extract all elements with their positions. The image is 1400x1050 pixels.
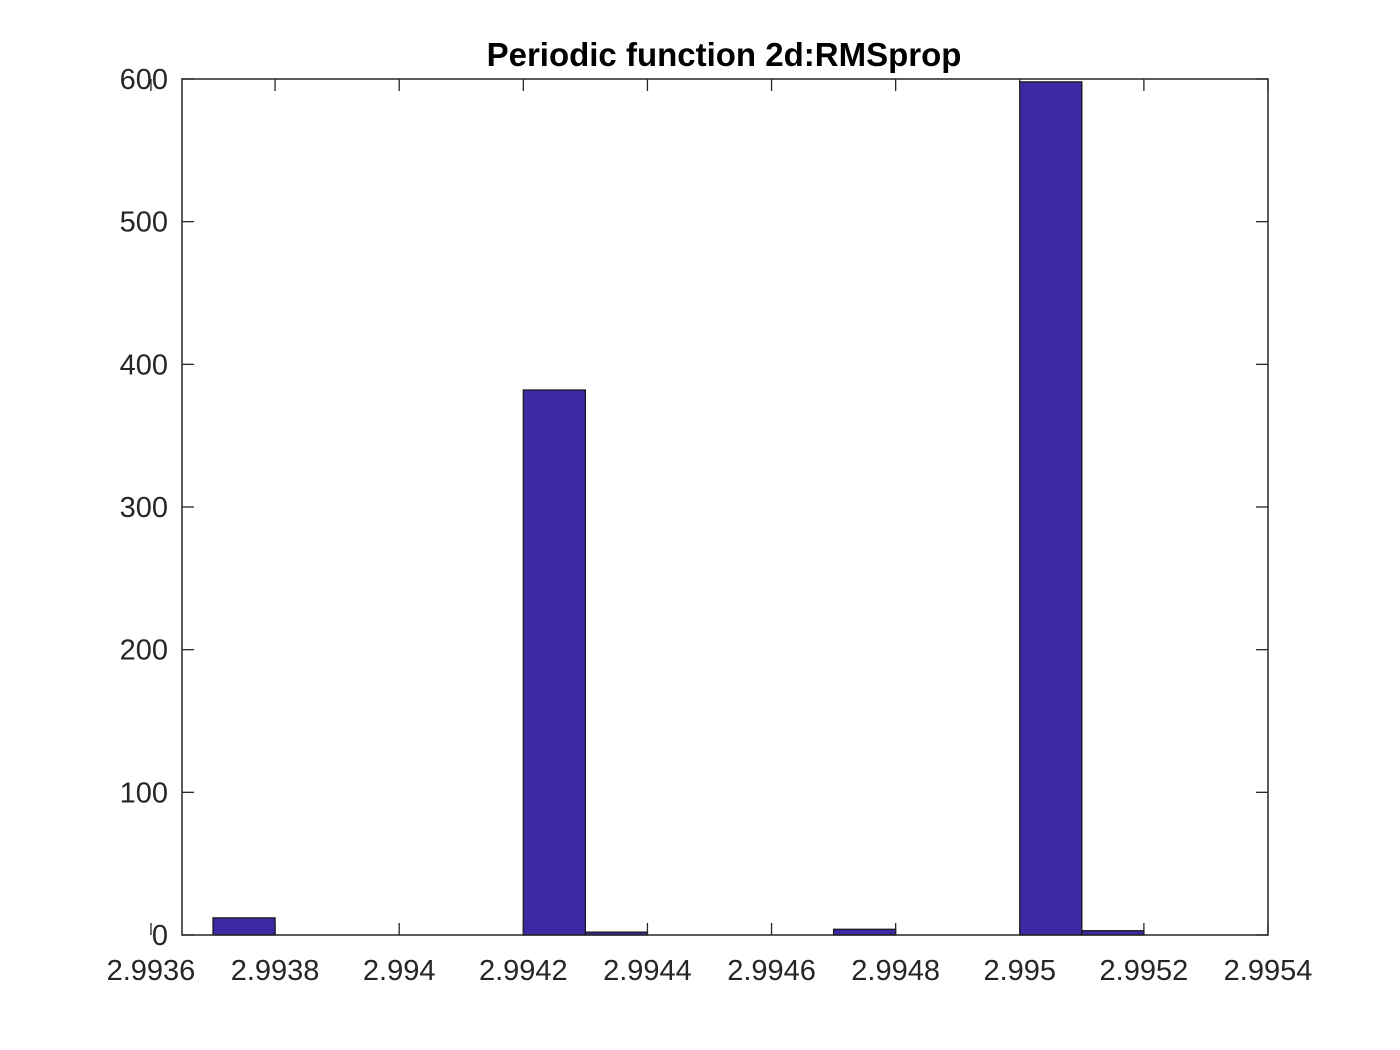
x-axis: 2.9936 2.9938 2.994 2.9942 2.9944 2.9946 2.994…	[107, 79, 1313, 987]
y-tick-label: 500	[120, 207, 168, 239]
y-tick-label: 200	[120, 635, 168, 667]
x-tick-label: 2.9952	[1100, 955, 1189, 987]
y-tick-label: 0	[152, 920, 168, 952]
plot-area-frame	[181, 78, 1269, 936]
x-tick-label: 2.995	[983, 955, 1056, 987]
x-tick-label: 2.9946	[727, 955, 816, 987]
x-tick-label: 2.9954	[1224, 955, 1313, 987]
y-tick-label: 100	[120, 777, 168, 809]
bars-group	[212, 81, 1145, 936]
y-tick-label: 300	[120, 492, 168, 524]
histogram-bar	[832, 928, 897, 936]
histogram-bar	[212, 917, 276, 936]
x-tick-label: 2.9938	[231, 955, 320, 987]
y-axis: 0 100 200 300 400 500 600	[120, 64, 1268, 952]
y-tick-label: 600	[120, 64, 168, 96]
chart-title: Periodic function 2d:RMSprop	[487, 36, 962, 73]
y-tick-label: 400	[120, 349, 168, 381]
histogram-bar	[1019, 81, 1083, 936]
x-tick-label: 2.9942	[479, 955, 568, 987]
histogram-bar	[522, 389, 587, 936]
x-tick-label: 2.9936	[107, 955, 196, 987]
x-tick-label: 2.9948	[851, 955, 940, 987]
x-tick-label: 2.994	[363, 955, 436, 987]
x-tick-label: 2.9944	[603, 955, 692, 987]
